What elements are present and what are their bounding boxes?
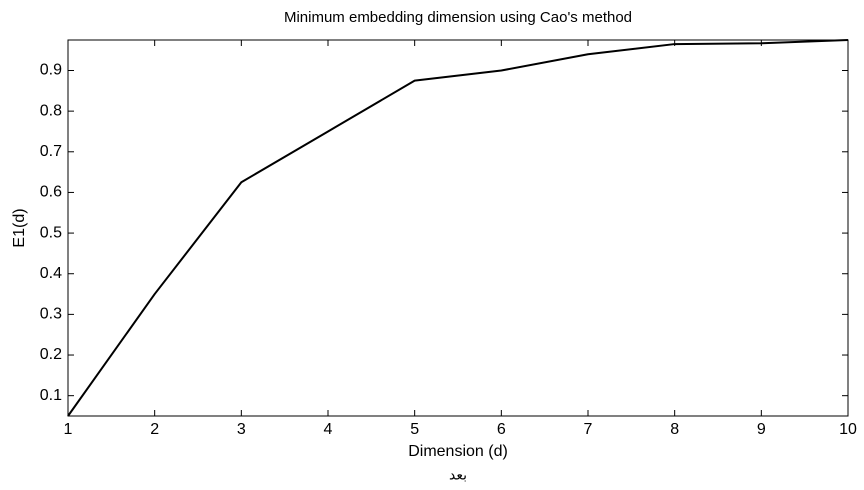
y-tick-label: 0.7 xyxy=(40,143,62,160)
x-tick-label: 4 xyxy=(324,421,333,438)
x-tick-label: 5 xyxy=(410,421,419,438)
x-tick-label: 10 xyxy=(839,421,857,438)
caption: بعد xyxy=(449,467,467,483)
y-tick-label: 0.2 xyxy=(40,346,62,363)
x-tick-label: 7 xyxy=(584,421,593,438)
x-axis-label: Dimension (d) xyxy=(408,443,508,460)
x-tick-label: 2 xyxy=(150,421,159,438)
y-tick-label: 0.1 xyxy=(40,387,62,404)
plot-frame xyxy=(67,39,849,417)
x-tick-label: 3 xyxy=(237,421,246,438)
y-tick-label: 0.4 xyxy=(40,265,62,282)
y-tick-label: 0.3 xyxy=(40,306,62,323)
chart-title: Minimum embedding dimension using Cao's … xyxy=(284,9,632,26)
data-line xyxy=(67,39,849,417)
y-tick-label: 0.9 xyxy=(40,62,62,79)
y-tick-label: 0.8 xyxy=(40,102,62,119)
x-tick-label: 6 xyxy=(497,421,506,438)
y-tick-label: 0.6 xyxy=(40,184,62,201)
x-tick-label: 9 xyxy=(757,421,766,438)
x-tick-label: 8 xyxy=(670,421,679,438)
x-tick-label: 1 xyxy=(64,421,73,438)
y-axis-label: E1(d) xyxy=(11,208,28,247)
y-tick-label: 0.5 xyxy=(40,224,62,241)
